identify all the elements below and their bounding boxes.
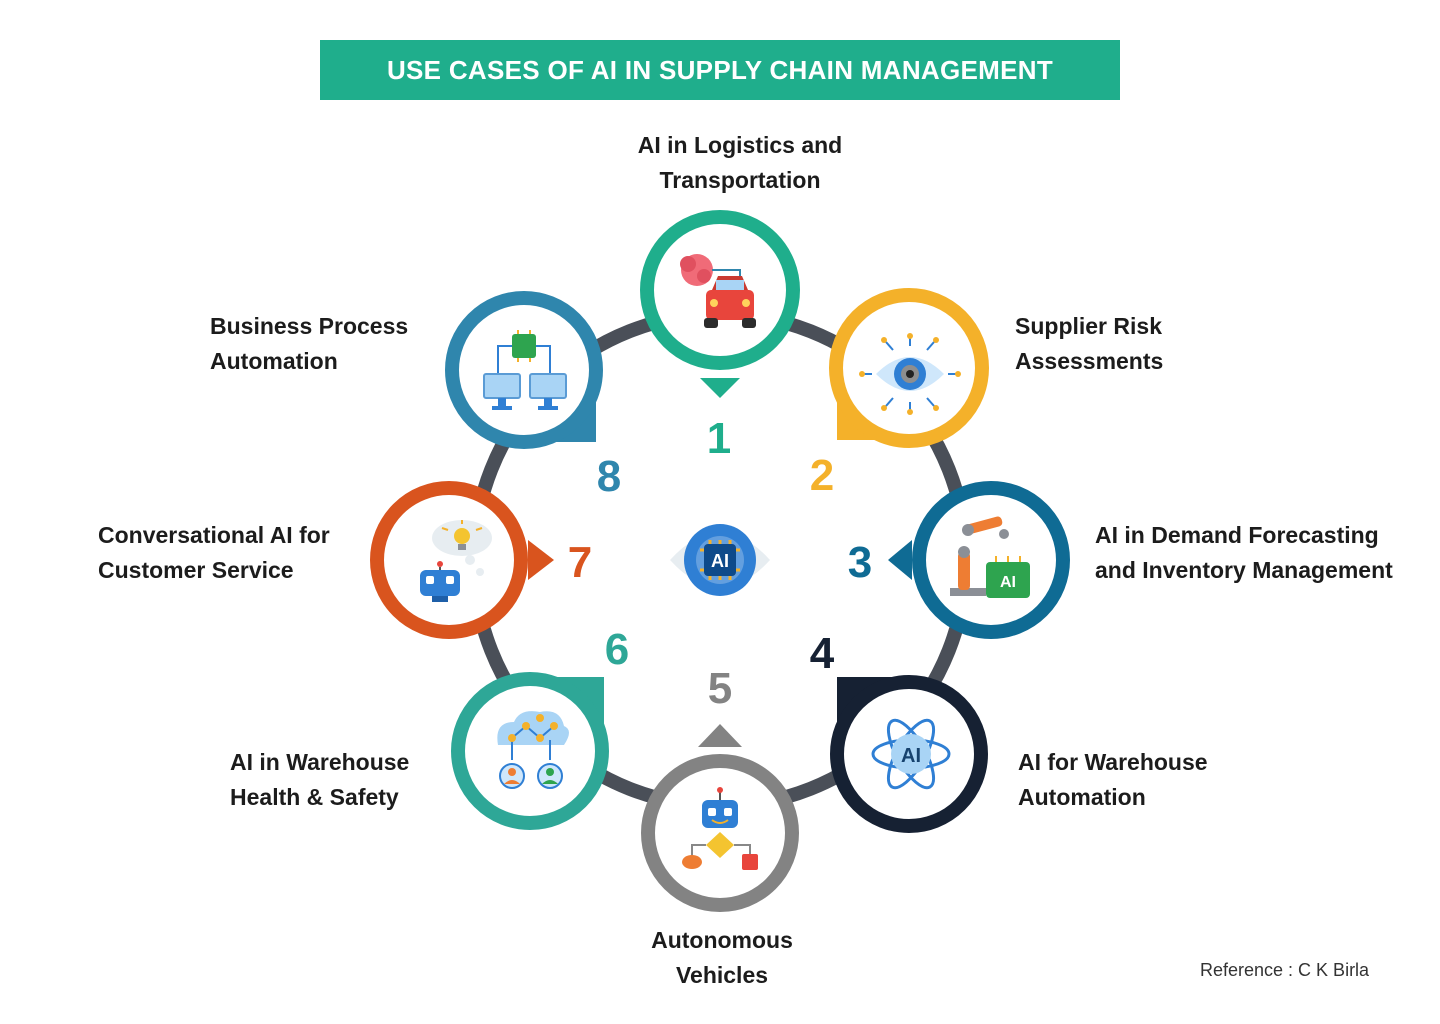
svg-text:AI: AI — [901, 745, 921, 767]
page-title: USE CASES OF AI IN SUPPLY CHAIN MANAGEME… — [386, 54, 1054, 85]
use-case-node-5 — [641, 724, 799, 912]
use-case-node-7 — [370, 481, 554, 639]
use-case-number-3: 3 — [848, 538, 872, 587]
brain-car-icon — [680, 254, 756, 328]
use-case-number-2: 2 — [810, 451, 834, 500]
use-case-node-4: AI — [830, 675, 988, 833]
use-case-label-5: Autonomous Vehicles — [651, 927, 793, 988]
network-people-icon — [497, 711, 569, 789]
ai-eye-icon: AI — [670, 524, 770, 596]
use-case-label-4: AI for Warehouse Automation — [1018, 749, 1208, 810]
use-case-number-7: 7 — [568, 538, 592, 587]
reference-note: Reference : C K Birla — [1200, 960, 1370, 980]
use-case-label-3: AI in Demand Forecasting and Inventory M… — [1095, 522, 1393, 583]
chatbot-idea-icon — [420, 520, 492, 602]
use-case-node-6 — [451, 672, 609, 830]
use-case-number-6: 6 — [605, 625, 629, 674]
ai-atom-icon: AI — [871, 718, 951, 790]
use-case-label-2: Supplier Risk Assessments — [1015, 313, 1164, 374]
circuit-eye-icon — [859, 333, 961, 415]
svg-text:AI: AI — [711, 551, 729, 571]
use-case-number-4: 4 — [810, 629, 835, 678]
use-case-node-3: AI — [888, 481, 1070, 639]
svg-text:AI: AI — [1000, 574, 1016, 591]
use-case-node-2 — [829, 288, 989, 448]
use-case-number-1: 1 — [707, 414, 731, 463]
title-banner: USE CASES OF AI IN SUPPLY CHAIN MANAGEME… — [320, 40, 1120, 100]
use-case-node-1 — [640, 210, 800, 398]
robot-flowchart-icon — [682, 787, 758, 870]
use-case-number-5: 5 — [708, 664, 732, 713]
use-case-label-1: AI in Logistics and Transportation — [637, 132, 843, 193]
use-case-label-7: Conversational AI for Customer Service — [98, 522, 330, 583]
use-case-node-8 — [445, 291, 603, 449]
use-case-number-8: 8 — [597, 452, 621, 501]
chip-monitors-icon — [483, 330, 567, 410]
robot-arm-ai-icon: AI — [950, 516, 1030, 598]
use-case-label-6: AI in Warehouse Health & Safety — [230, 749, 410, 810]
use-case-label-8: Business Process Automation — [210, 313, 409, 374]
